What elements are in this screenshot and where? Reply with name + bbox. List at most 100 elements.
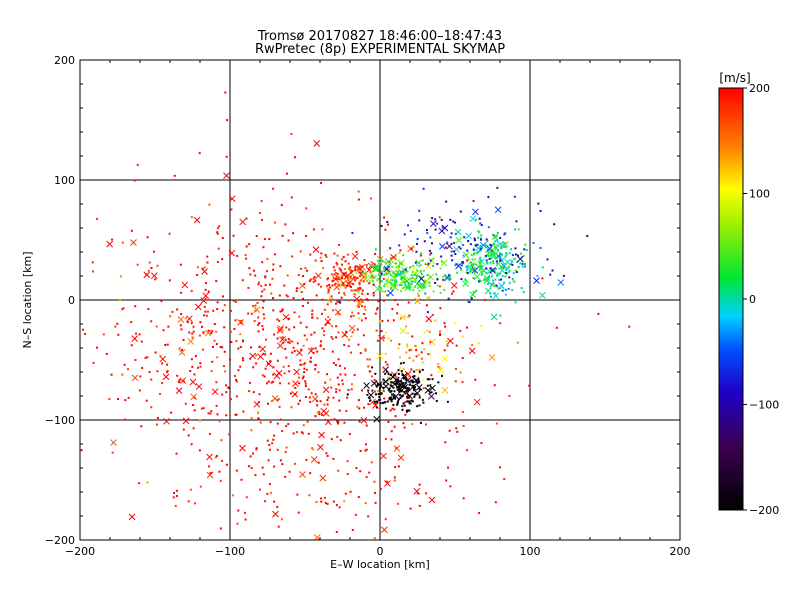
- data-point: [233, 327, 236, 330]
- data-point: [551, 269, 554, 272]
- data-point: [453, 250, 456, 253]
- data-point-cross: [293, 368, 301, 376]
- data-point: [408, 287, 411, 290]
- data-point: [347, 345, 350, 348]
- data-point: [421, 288, 424, 291]
- data-point: [314, 259, 317, 262]
- data-point: [385, 407, 388, 410]
- data-point: [259, 421, 262, 424]
- data-point: [488, 257, 491, 260]
- data-point: [261, 290, 264, 293]
- data-point: [422, 387, 425, 390]
- data-point: [487, 277, 490, 280]
- data-point: [398, 284, 401, 287]
- x-tick-label: −200: [65, 545, 95, 558]
- data-point: [492, 261, 495, 264]
- data-point: [261, 325, 264, 328]
- data-point: [320, 285, 323, 288]
- y-tick-label: −200: [45, 534, 75, 547]
- data-point: [335, 390, 338, 393]
- data-point: [291, 340, 294, 343]
- data-point: [268, 238, 271, 241]
- data-point: [368, 358, 371, 361]
- data-point: [364, 348, 367, 351]
- data-point: [508, 270, 511, 273]
- data-point: [331, 337, 334, 340]
- data-point: [95, 346, 98, 349]
- data-point: [431, 378, 434, 381]
- data-point: [445, 479, 448, 482]
- data-point: [191, 332, 194, 335]
- data-point: [352, 314, 355, 317]
- data-point: [175, 489, 178, 492]
- data-point: [387, 223, 390, 226]
- data-point: [431, 314, 434, 317]
- data-point: [500, 253, 503, 256]
- data-point-cross: [276, 342, 284, 350]
- data-point: [435, 392, 438, 395]
- data-point: [479, 248, 482, 251]
- data-point: [299, 250, 302, 253]
- data-point: [413, 395, 416, 398]
- data-point: [494, 278, 497, 281]
- data-point: [168, 279, 171, 282]
- data-point: [407, 332, 410, 335]
- data-point: [274, 221, 277, 224]
- data-point: [337, 282, 340, 285]
- data-point: [341, 383, 344, 386]
- data-point: [300, 363, 303, 366]
- data-point: [493, 236, 496, 239]
- data-point: [385, 267, 388, 270]
- data-point: [169, 315, 172, 318]
- data-point: [326, 373, 329, 376]
- data-point: [191, 336, 194, 339]
- data-point: [254, 309, 257, 312]
- data-point: [263, 375, 266, 378]
- data-point: [290, 406, 293, 409]
- data-point: [314, 279, 317, 282]
- data-point: [276, 399, 279, 402]
- data-point: [279, 459, 282, 462]
- data-point: [380, 272, 383, 275]
- data-point-cross: [468, 261, 475, 269]
- data-point: [141, 366, 144, 369]
- data-point-cross: [163, 417, 170, 425]
- data-point: [247, 312, 250, 315]
- data-point: [273, 333, 276, 336]
- data-point: [398, 390, 401, 393]
- data-point: [284, 475, 287, 478]
- data-point: [210, 370, 213, 373]
- data-point: [318, 410, 321, 413]
- data-point-cross: [428, 393, 435, 400]
- data-point: [394, 466, 397, 469]
- data-point: [257, 283, 260, 286]
- data-point: [280, 309, 283, 312]
- data-point: [232, 299, 235, 302]
- data-point: [371, 366, 374, 369]
- data-point: [150, 406, 153, 409]
- data-point: [370, 461, 373, 464]
- data-point: [199, 485, 202, 488]
- data-point: [383, 397, 386, 400]
- data-point-cross: [473, 398, 481, 406]
- data-point: [479, 256, 482, 259]
- data-point: [399, 273, 402, 276]
- data-point: [411, 271, 414, 274]
- data-point: [335, 302, 338, 305]
- data-point: [436, 222, 439, 225]
- data-point: [298, 399, 301, 402]
- data-point: [416, 269, 419, 272]
- colorbar-tick-label: −200: [749, 504, 779, 517]
- data-point: [388, 379, 391, 382]
- data-point-cross: [277, 324, 285, 332]
- data-point: [462, 254, 465, 257]
- data-point-cross: [186, 315, 193, 323]
- data-point: [393, 272, 396, 275]
- data-point: [347, 267, 350, 270]
- data-point: [286, 274, 289, 277]
- data-point: [96, 217, 99, 220]
- data-point: [184, 402, 187, 405]
- data-point: [177, 380, 180, 383]
- data-point: [493, 256, 496, 259]
- x-tick-label: 100: [520, 545, 541, 558]
